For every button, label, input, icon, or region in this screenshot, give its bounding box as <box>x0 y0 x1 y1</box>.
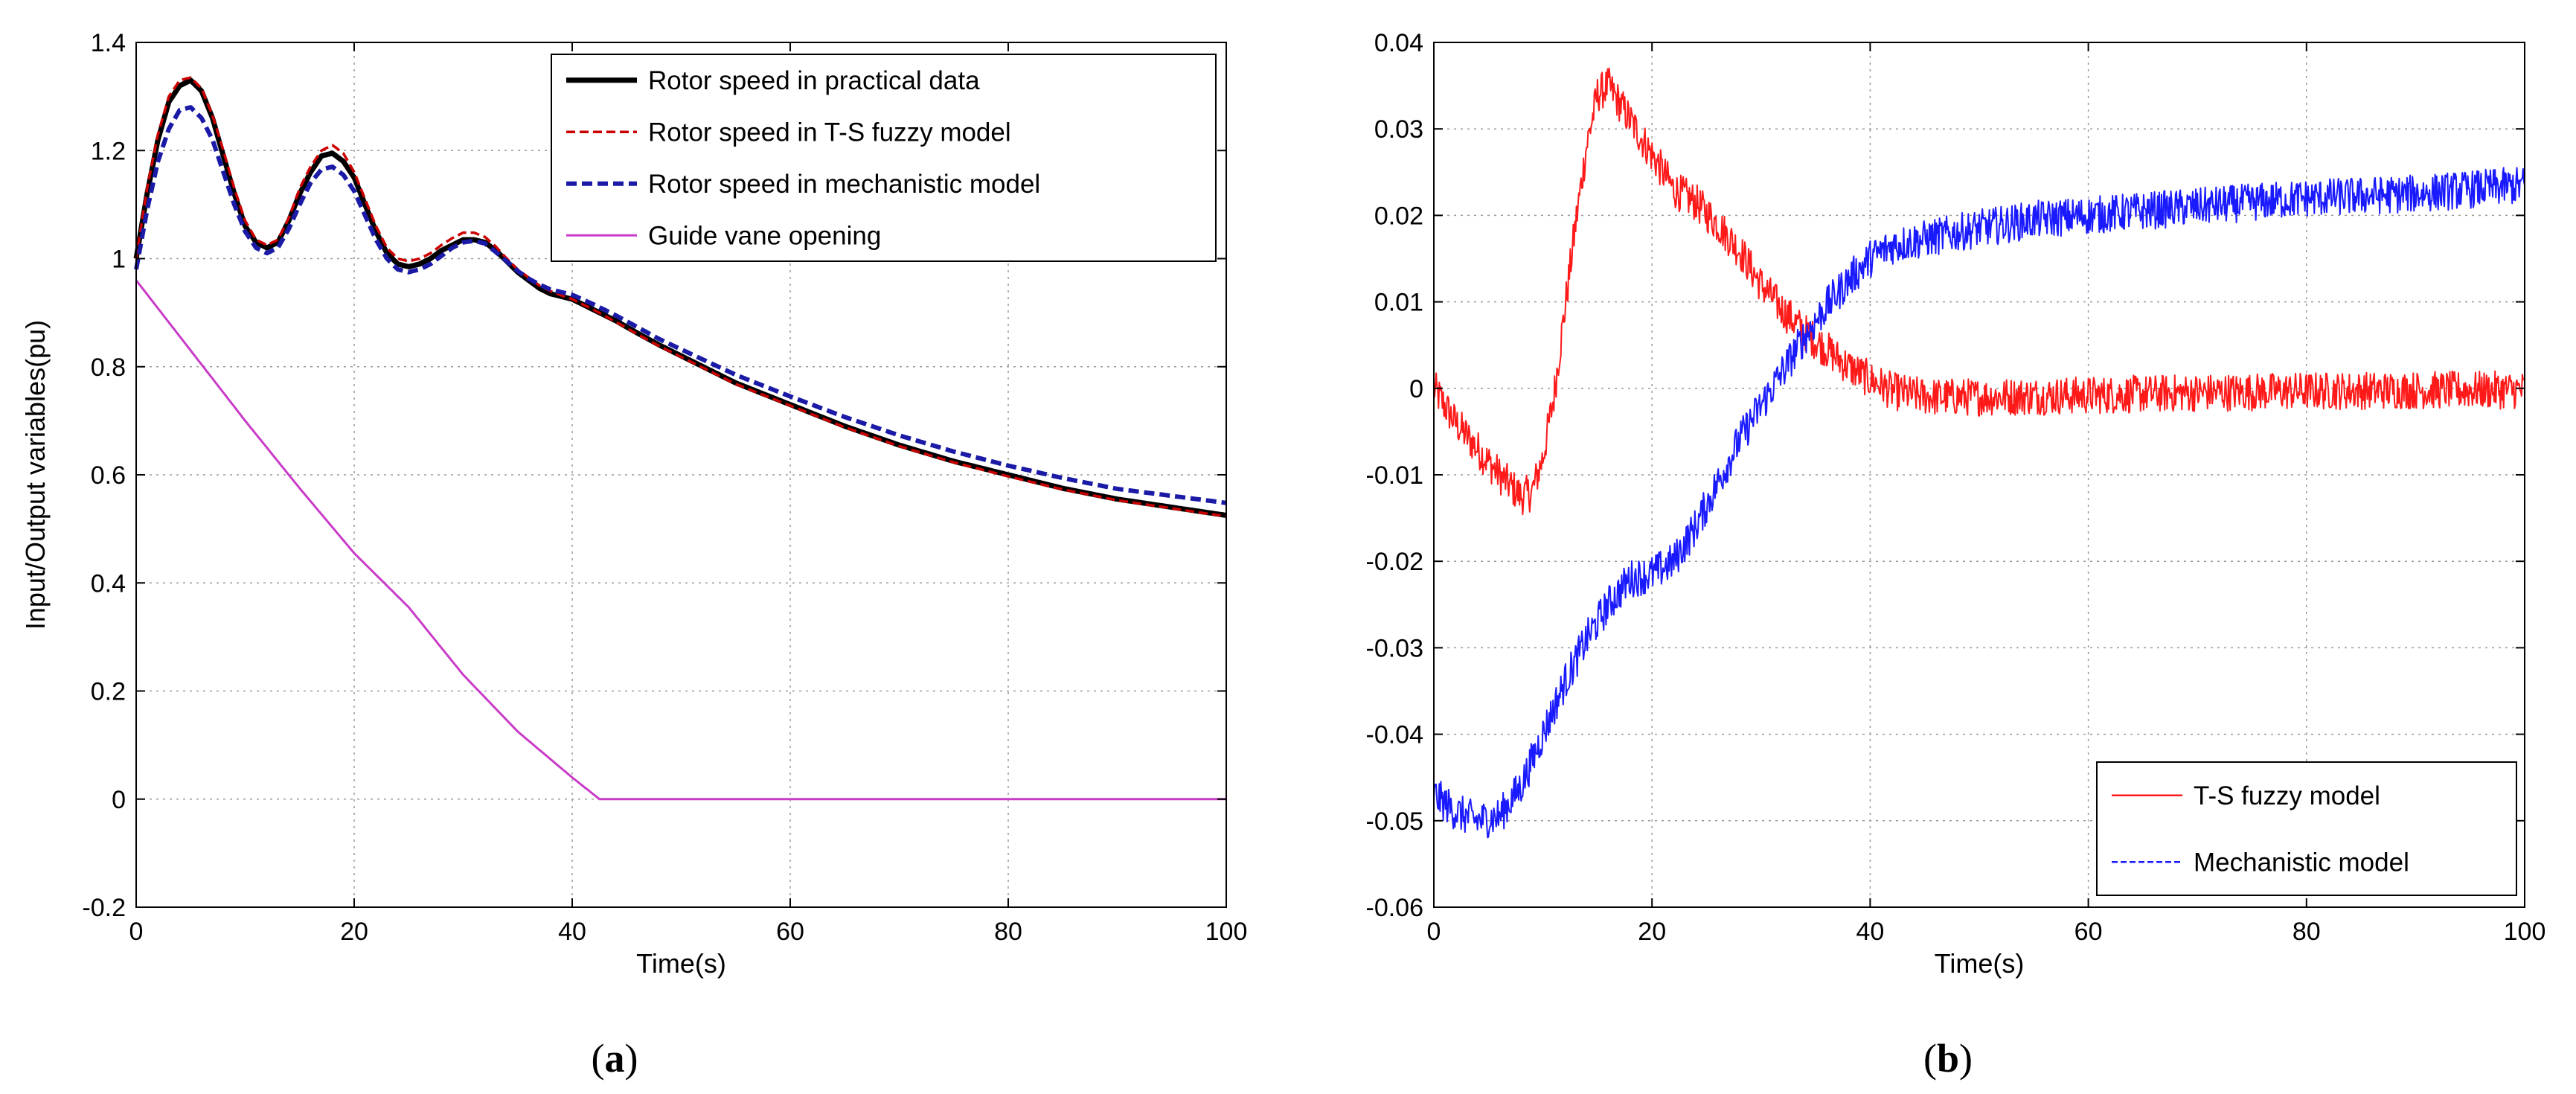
x-tick-label: 40 <box>558 918 586 946</box>
y-tick-label: 0.8 <box>91 354 126 382</box>
y-tick-label: 0.01 <box>1374 289 1423 317</box>
series-line-4 <box>135 279 1226 801</box>
y-tick-label: -0.03 <box>1366 634 1424 662</box>
legend-entry: Guide vane opening <box>648 221 881 250</box>
caption-b: (b) <box>1923 1036 1973 1081</box>
caption-b-open: ( <box>1923 1036 1937 1081</box>
y-tick-label: -0.01 <box>1366 461 1424 490</box>
series-line-1 <box>1433 67 2525 516</box>
x-tick-label: 80 <box>2293 918 2321 946</box>
x-tick-label: 20 <box>340 918 368 946</box>
x-tick-label: 0 <box>1427 918 1441 946</box>
legend: Rotor speed in practical data Rotor speed… <box>551 54 1217 262</box>
chart-panel-a: 0 20 40 60 80 100-0.200.20.40.60.811.21.4Time… <box>20 29 1247 979</box>
y-tick-label: 0 <box>1409 375 1423 403</box>
y-tick-label: 0.02 <box>1374 202 1423 230</box>
y-tick-label: 0.04 <box>1374 29 1423 57</box>
caption-a-open: ( <box>592 1036 605 1081</box>
caption-a-close: ) <box>625 1036 638 1081</box>
x-tick-label: 100 <box>2504 918 2546 946</box>
series-line-3 <box>134 105 1227 505</box>
y-tick-label: 0.6 <box>91 461 126 490</box>
x-axis-label: Time(s) <box>1935 948 2025 979</box>
x-tick-label: 60 <box>2074 918 2103 946</box>
x-axis-label: Time(s) <box>636 948 726 979</box>
legend-box <box>551 54 1217 262</box>
x-tick-label: 80 <box>994 918 1022 946</box>
y-tick-label: -0.06 <box>1366 894 1424 922</box>
y-tick-label: -0.02 <box>1366 548 1424 576</box>
y-tick-label: 1 <box>112 246 126 274</box>
series-line-2 <box>135 76 1227 518</box>
x-tick-label: 20 <box>1638 918 1666 946</box>
caption-a: (a) <box>592 1036 638 1081</box>
legend-box <box>2096 761 2517 896</box>
legend: T-S fuzzy model Mechanistic model <box>2096 761 2517 896</box>
x-tick-label: 0 <box>129 918 144 946</box>
x-tick-label: 40 <box>1856 918 1884 946</box>
legend-entry: T-S fuzzy model <box>2194 781 2380 810</box>
y-axis-label: Input/Output variables(pu) <box>20 320 51 630</box>
x-tick-label: 100 <box>1205 918 1248 946</box>
y-tick-label: 0.03 <box>1374 115 1423 144</box>
y-tick-label: 1.2 <box>91 137 126 165</box>
caption-b-letter: b <box>1937 1036 1959 1081</box>
y-tick-label: -0.05 <box>1366 807 1424 836</box>
y-tick-label: -0.2 <box>82 894 126 922</box>
chart-panel-b: 0 20 40 60 80 100 -0.06 -0.05 -0.04 -0.03 -0.02 -0.… <box>1366 29 2546 979</box>
caption-b-close: ) <box>1959 1036 1973 1081</box>
legend-entry: Mechanistic model <box>2194 848 2409 877</box>
y-tick-label: 0.4 <box>91 569 126 598</box>
y-tick-label: 0.2 <box>91 678 126 706</box>
legend-entry: Rotor speed in T-S fuzzy model <box>648 118 1011 147</box>
caption-a-letter: a <box>605 1036 625 1081</box>
legend-entry: Rotor speed in practical data <box>648 66 980 95</box>
series-line-2 <box>1433 167 2525 839</box>
x-tick-label: 60 <box>776 918 804 946</box>
y-tick-label: -0.04 <box>1366 721 1424 749</box>
legend-entry: Rotor speed in mechanistic model <box>648 170 1040 199</box>
y-tick-label: 0 <box>112 786 126 814</box>
y-tick-label: 1.4 <box>91 29 126 57</box>
